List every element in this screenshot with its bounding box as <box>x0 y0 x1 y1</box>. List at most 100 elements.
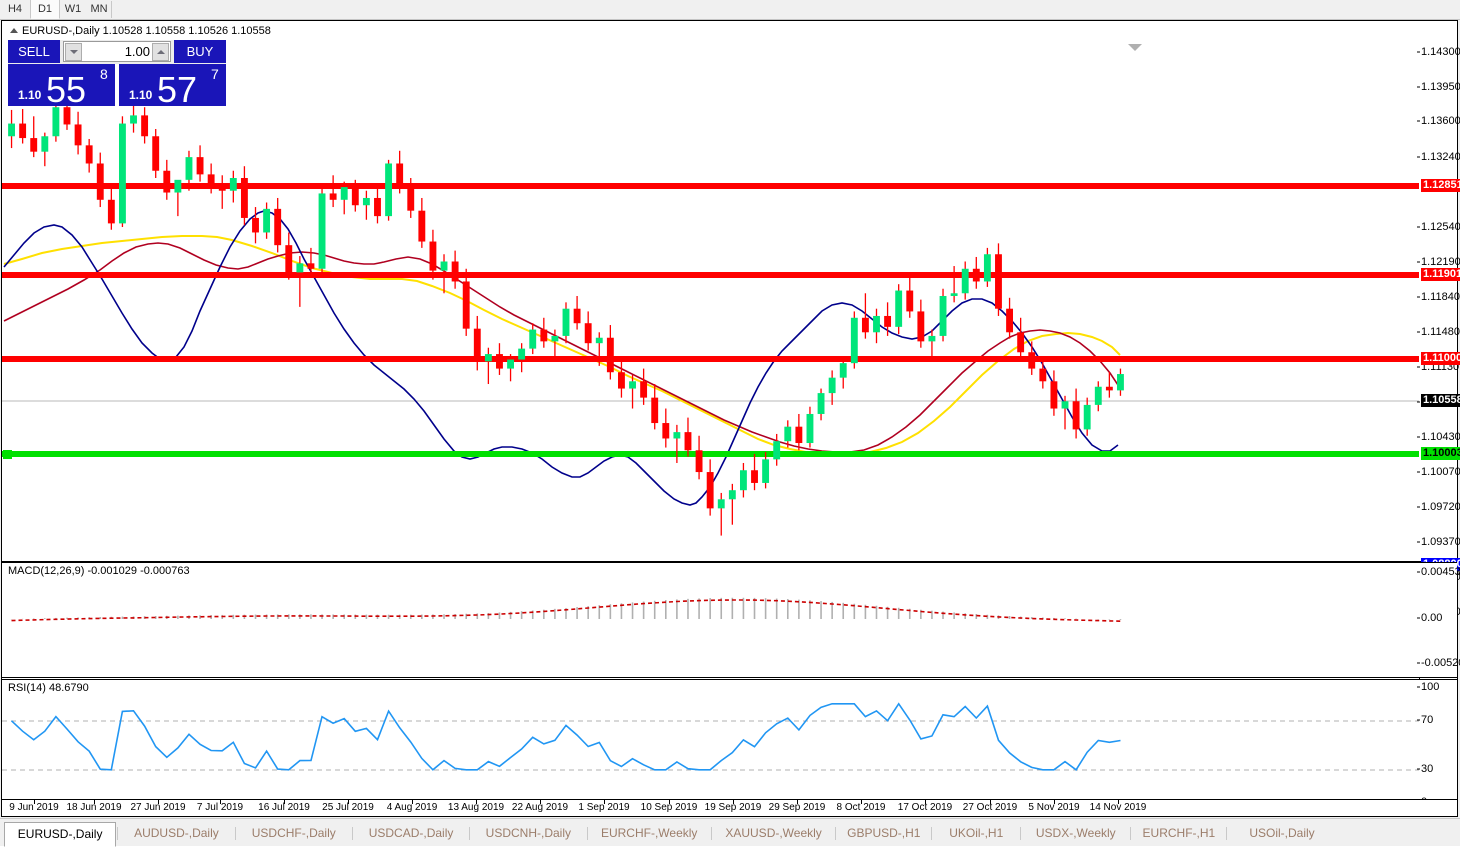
candle-body <box>695 450 703 473</box>
timeframe-d1[interactable]: D1 <box>30 0 60 19</box>
price-plot-area[interactable] <box>2 21 1419 561</box>
window-tab-usdcnh-daily[interactable]: USDCNH-,Daily <box>473 822 583 845</box>
rsi-chart-svg <box>2 702 1419 771</box>
price-level-label-resistance[interactable]: 1.11000 <box>1421 352 1460 365</box>
buy-quote[interactable]: 1.10 57 7 <box>119 64 226 110</box>
date-tick-mark <box>1054 800 1055 804</box>
timeframe-mn[interactable]: MN <box>86 0 112 18</box>
window-tab-label: XAUUSD-,Weekly <box>725 826 822 840</box>
support-anchor-1 <box>3 450 12 459</box>
timeframe-w1-label: W1 <box>64 3 82 15</box>
candle-body <box>196 157 204 175</box>
candle-body <box>107 199 115 224</box>
timeframe-w1[interactable]: W1 <box>60 0 86 18</box>
tab-divider <box>469 827 471 840</box>
macd-tick: 0.00 <box>1417 612 1442 624</box>
date-tick-label: 8 Oct 2019 <box>836 802 886 813</box>
window-tab-xauusd-weekly[interactable]: XAUUSD-,Weekly <box>715 822 832 845</box>
macd-histogram <box>10 597 1122 620</box>
candle-body <box>972 268 980 282</box>
date-tick-label: 17 Oct 2019 <box>897 802 953 813</box>
candle-body <box>861 317 869 333</box>
window-tab-label: EURUSD-,Daily <box>17 827 103 841</box>
price-tick: 1.11840 <box>1417 291 1460 303</box>
date-tick-label: 4 Aug 2019 <box>386 802 438 813</box>
date-tick-mark <box>990 800 991 804</box>
price-level-label-resistance[interactable]: 1.12851 <box>1421 179 1460 192</box>
date-tick-label: 27 Jun 2019 <box>130 802 186 813</box>
candle-body <box>595 337 603 344</box>
macd-tick: -0.00520 <box>1417 657 1460 669</box>
candle-body <box>285 245 293 273</box>
rsi-caption: RSI(14) 48.6790 <box>8 682 89 694</box>
symbol-header-text: EURUSD-,Daily 1.10528 1.10558 1.10526 1.… <box>22 25 271 37</box>
timeframe-h4[interactable]: H4 <box>2 0 28 18</box>
candle-body <box>573 308 581 324</box>
oct-toolbar: SELL 1.00 BUY <box>8 40 226 64</box>
sell-quote[interactable]: 1.10 55 8 <box>8 64 115 110</box>
date-tick-mark <box>284 800 285 804</box>
price-tick: 1.13240 <box>1417 151 1460 163</box>
candle-body <box>63 107 71 125</box>
volume-decrement-button[interactable] <box>65 43 82 61</box>
candle-body <box>773 441 781 460</box>
candle-body <box>640 381 648 398</box>
date-axis: 9 Jun 2019 18 Jun 2019 27 Jun 2019 7 Jul 20… <box>2 799 1457 816</box>
window-tab-gbpusd-h1[interactable]: GBPUSD-,H1 <box>839 822 928 845</box>
window-tab-ukoil-h1[interactable]: UKOil-,H1 <box>935 822 1017 845</box>
buy-quote-prefix: 1.10 <box>129 88 153 102</box>
tab-divider <box>710 827 712 840</box>
candle-body <box>1094 386 1102 405</box>
window-tab-usdx-weekly[interactable]: USDX-,Weekly <box>1024 822 1127 845</box>
candle-body <box>850 317 858 364</box>
buy-button[interactable]: BUY <box>174 40 226 63</box>
window-tab-label: UKOil-,H1 <box>949 826 1004 840</box>
candle-body <box>218 187 226 191</box>
rsi-plot-area[interactable] <box>2 680 1419 799</box>
date-tick-mark <box>925 800 926 804</box>
candle-body <box>839 363 847 378</box>
volume-field[interactable]: 1.00 <box>63 41 171 62</box>
candle-body <box>1028 352 1036 369</box>
candle-body <box>85 145 93 164</box>
window-tab-label: EURCHF-,Weekly <box>600 826 698 840</box>
volume-value: 1.00 <box>124 44 150 59</box>
window-tab-usdchf-daily[interactable]: USDCHF-,Daily <box>239 822 349 845</box>
tab-divider <box>835 827 837 840</box>
candle-body <box>928 335 936 342</box>
window-tab-eurchf-weekly[interactable]: EURCHF-,Weekly <box>591 822 708 845</box>
window-tab-label: USDCAD-,Daily <box>368 826 454 840</box>
date-tick-mark <box>220 800 221 804</box>
price-level-label-support[interactable]: 1.10003 <box>1421 447 1460 460</box>
collapse-triangle-icon[interactable] <box>10 28 18 33</box>
scroll-position-triangle-icon[interactable] <box>1128 44 1142 51</box>
date-tick-mark <box>540 800 541 804</box>
one-click-trading-panel: SELL 1.00 BUY 1.10 55 8 <box>8 40 226 110</box>
window-tab-eurchf-h1[interactable]: EURCHF-,H1 <box>1134 822 1223 845</box>
volume-increment-button[interactable] <box>152 43 169 61</box>
window-tab-eurusd-daily[interactable]: EURUSD-,Daily <box>4 822 117 847</box>
candle-body <box>1083 404 1091 430</box>
window-tab-usoil-daily[interactable]: USOil-,Daily <box>1230 822 1333 845</box>
candle-body <box>895 290 903 327</box>
candle-body <box>340 187 348 200</box>
window-tab-usdcad-daily[interactable]: USDCAD-,Daily <box>356 822 466 845</box>
window-tab-audusd-daily[interactable]: AUDUSD-,Daily <box>121 822 231 845</box>
candle-body <box>651 397 659 424</box>
rsi-panel: RSI(14) 48.6790 10070300 <box>2 679 1457 808</box>
candle-body <box>351 187 359 206</box>
candle-body <box>407 187 415 211</box>
date-tick-label: 22 Aug 2019 <box>511 802 569 813</box>
candle-body <box>418 210 426 242</box>
chart-frame: 1.14300 1.13950 1.13600 1.13240 1.12540 1.121… <box>1 20 1460 817</box>
price-level-label-resistance[interactable]: 1.11901 <box>1421 268 1460 281</box>
price-level-label-last-price[interactable]: 1.10558 <box>1421 394 1460 407</box>
candle-body <box>551 335 559 342</box>
date-tick-mark <box>797 800 798 804</box>
window-tab-label: USDCNH-,Daily <box>485 826 571 840</box>
date-tick-label: 5 Nov 2019 <box>1028 802 1080 813</box>
sell-button[interactable]: SELL <box>8 40 60 63</box>
price-tick: 1.12190 <box>1417 256 1460 268</box>
macd-plot-area[interactable] <box>2 563 1419 677</box>
candle-body <box>728 490 736 500</box>
